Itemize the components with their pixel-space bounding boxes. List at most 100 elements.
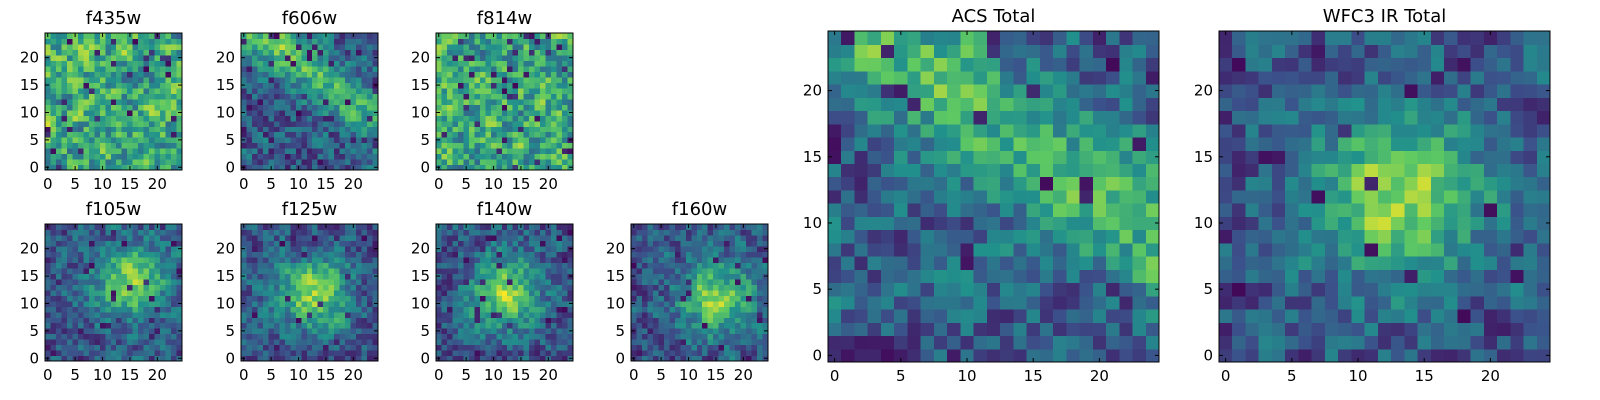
x-tick-label: 0: [43, 175, 53, 193]
heatmap-cell: [77, 54, 84, 61]
heatmap-cell: [372, 98, 379, 105]
heatmap-cell: [529, 43, 536, 51]
heatmap-cell: [372, 267, 379, 274]
heatmap-cell: [512, 38, 519, 45]
heatmap-cell: [345, 54, 352, 61]
heatmap-cell: [328, 159, 335, 166]
heatmap-cell: [446, 159, 454, 166]
heatmap-cell: [279, 245, 286, 252]
heatmap-cell: [641, 300, 649, 307]
heatmap-cell: [339, 311, 346, 318]
heatmap-cell: [306, 267, 313, 274]
heatmap-cell: [762, 322, 769, 329]
heatmap-cell: [468, 344, 475, 351]
heatmap-cell: [251, 82, 259, 89]
heatmap-cell: [436, 142, 443, 149]
heatmap-cell: [707, 256, 714, 263]
heatmap-cell: [334, 262, 341, 269]
heatmap-cell: [72, 137, 79, 144]
heatmap-cell: [367, 54, 374, 61]
heatmap-cell: [751, 267, 758, 274]
heatmap-cell: [512, 104, 519, 111]
heatmap-cell: [512, 65, 519, 72]
heatmap-cell: [345, 328, 352, 335]
heatmap-cell: [121, 148, 128, 155]
axes-frame: [44, 223, 183, 362]
heatmap-cell: [718, 289, 725, 296]
heatmap-cell: [132, 333, 139, 340]
heatmap-cell: [540, 148, 547, 155]
heatmap-cell: [474, 104, 481, 111]
heatmap-cell: [534, 87, 541, 94]
heatmap-cell: [685, 295, 692, 302]
heatmap-cell: [457, 328, 464, 335]
heatmap-cell: [279, 350, 286, 357]
heatmap-cell: [567, 126, 574, 133]
heatmap-cell: [317, 49, 324, 56]
heatmap-cell: [105, 60, 112, 67]
heatmap-cell: [301, 126, 308, 133]
heatmap-cell: [328, 355, 335, 362]
heatmap-cell: [323, 350, 330, 357]
heatmap-cell: [702, 245, 709, 252]
heatmap-cell: [257, 295, 264, 302]
heatmap-cell: [512, 300, 519, 307]
heatmap-cell: [317, 273, 324, 280]
heatmap-cells: [828, 31, 1160, 363]
heatmap-cell: [295, 273, 302, 280]
heatmap-cell: [485, 159, 492, 166]
heatmap-cell: [160, 142, 167, 149]
heatmap-cell: [501, 245, 508, 252]
heatmap-cell: [88, 317, 95, 324]
heatmap-cell: [367, 311, 374, 318]
heatmap-cell: [647, 300, 654, 307]
heatmap-cell: [1066, 335, 1081, 350]
heatmap-cell: [99, 109, 106, 116]
heatmap-cell: [121, 289, 128, 296]
heatmap-cell: [718, 295, 725, 302]
heatmap-cell: [631, 289, 638, 296]
heatmap-cell: [88, 164, 95, 171]
heatmap-cell: [1026, 322, 1041, 337]
heatmap-cell: [171, 126, 178, 133]
heatmap-cell: [361, 289, 368, 296]
heatmap-cell: [1079, 203, 1094, 217]
heatmap-cell: [529, 273, 536, 280]
heatmap-cell: [647, 333, 654, 340]
heatmap-cell: [295, 120, 302, 127]
heatmap-cell: [468, 148, 475, 155]
heatmap-cell: [696, 339, 703, 346]
heatmap-cell: [880, 189, 895, 204]
heatmap-cell: [83, 82, 90, 89]
heatmap-cell: [50, 322, 57, 329]
heatmap-cell: [452, 87, 459, 94]
heatmap-cell: [154, 295, 161, 302]
heatmap-cell: [154, 65, 161, 72]
heatmap-cell: [306, 333, 313, 340]
heatmap-cell: [540, 109, 547, 116]
heatmap-cell: [669, 295, 676, 302]
heatmap-cell: [490, 234, 497, 242]
heatmap-cell: [345, 142, 352, 149]
heatmap-cell: [246, 284, 253, 291]
heatmap-cell: [176, 49, 183, 56]
heatmap-cell: [290, 38, 297, 45]
heatmap-cell: [301, 273, 308, 280]
heatmap-cell: [540, 65, 547, 72]
heatmap-cell: [284, 104, 291, 111]
heatmap-cell: [350, 71, 357, 78]
heatmap-cell: [713, 262, 720, 269]
heatmap-cell: [740, 311, 747, 318]
heatmap-cell: [1092, 348, 1107, 363]
heatmap-cell: [367, 339, 374, 346]
heatmap-cell: [55, 142, 63, 149]
heatmap-cell: [735, 224, 742, 231]
heatmap-cell: [540, 71, 547, 78]
heatmap-cell: [262, 339, 269, 346]
heatmap-cell: [540, 350, 547, 357]
heatmap-cell: [485, 120, 492, 127]
heatmap-cell: [61, 256, 68, 263]
heatmap-cell: [279, 115, 286, 122]
heatmap-cell: [149, 344, 156, 351]
heatmap-cell: [674, 262, 681, 269]
